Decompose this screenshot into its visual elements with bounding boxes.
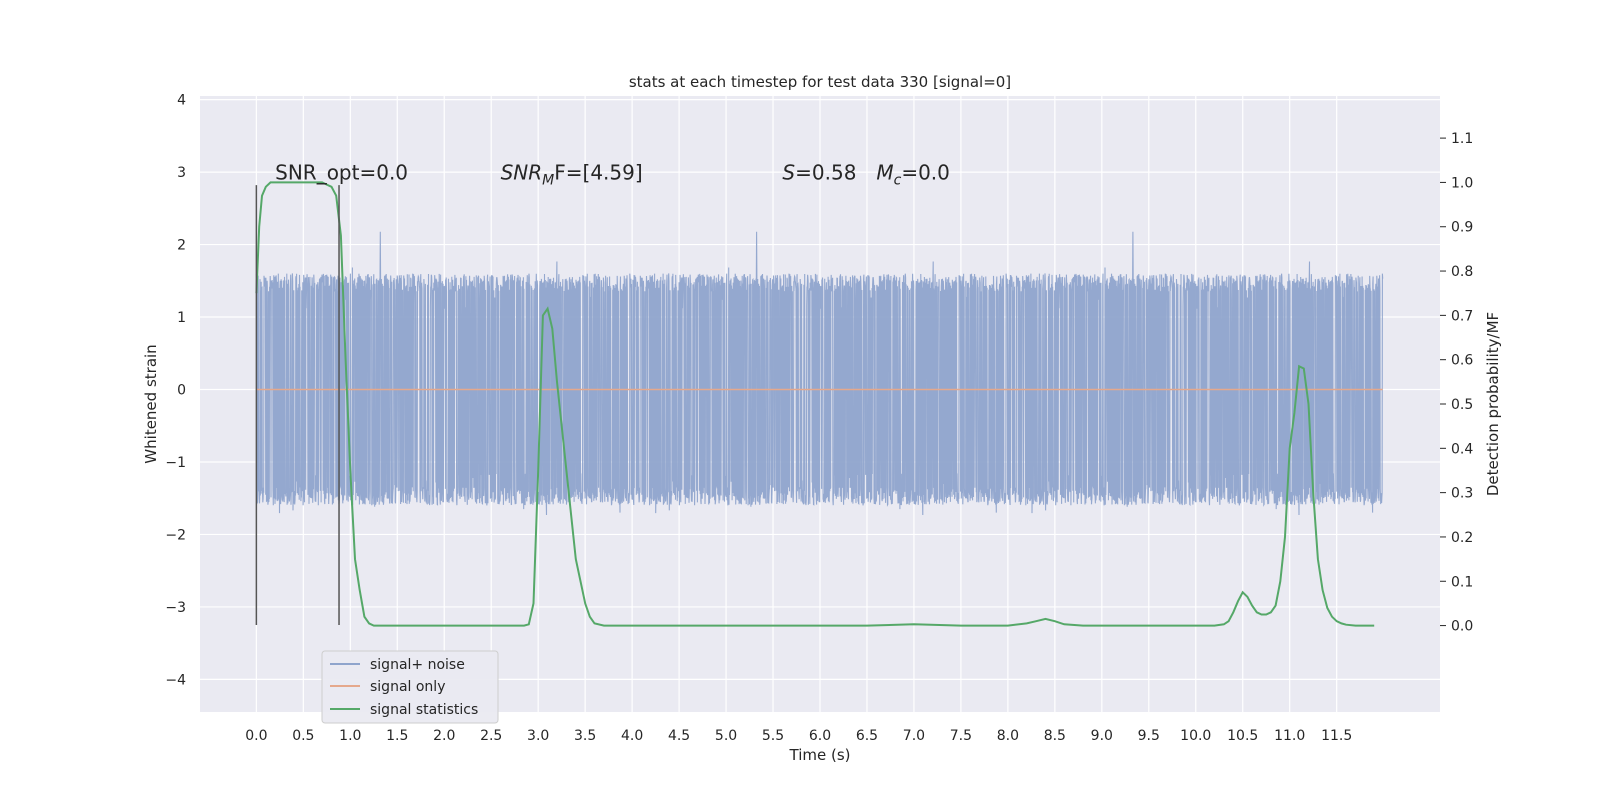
y2-tick-label: 0.2 [1451,530,1473,546]
annotation-snr-mf: SNRMF=[4.59] [501,160,643,188]
x-tick-label: 11.0 [1274,728,1305,744]
x-tick-label: 9.0 [1091,728,1113,744]
y2-tick-label: 0.9 [1451,220,1473,236]
signal-statistics-line [255,181,1375,627]
vertical-markers [255,185,340,626]
x-tick-label: 3.0 [527,728,549,744]
annotations: SNR_opt=0.0 SNRMF=[4.59] S=0.58 Mc=0.0 [275,160,950,188]
y-tick-label: −3 [165,600,186,616]
x-tick-label: 1.0 [339,728,361,744]
x-tick-label: 4.5 [668,728,690,744]
legend-label-signal-statistics: signal statistics [370,702,478,718]
chart-title: stats at each timestep for test data 330… [629,73,1011,91]
series-layer [255,181,1383,627]
x-axis-label: Time (s) [789,746,851,764]
y2-tick-label: 0.8 [1451,264,1473,280]
y-tick-label: 3 [177,165,186,181]
legend-label-signal-noise: signal+ noise [370,657,465,673]
legend: signal+ noise signal only signal statist… [321,650,499,724]
y-tick-label: 4 [177,93,186,109]
x-tick-label: 7.5 [950,728,972,744]
x-tick-label: 6.0 [809,728,831,744]
x-tick-label: 1.5 [386,728,408,744]
y-axis-label: Whitened strain [142,344,160,463]
y2-tick-label: 0.6 [1451,353,1473,369]
y2-axis-label: Detection probability/MF [1484,312,1502,496]
x-tick-label: 9.5 [1138,728,1160,744]
x-tick-label: 7.0 [903,728,925,744]
y-tick-label: −2 [165,527,186,543]
x-tick-label: 8.5 [1044,728,1066,744]
x-tick-label: 0.5 [292,728,314,744]
x-tick-label: 8.0 [997,728,1019,744]
x-tick-label: 2.5 [480,728,502,744]
y2-tick-label: 0.5 [1451,397,1473,413]
legend-box [321,650,499,724]
x-tick-label: 11.5 [1321,728,1352,744]
y2-tick-label: 0.0 [1451,619,1473,635]
x-tick-label: 2.0 [433,728,455,744]
x-tick-label: 3.5 [574,728,596,744]
legend-label-signal-only: signal only [370,679,445,695]
x-tick-label: 5.5 [762,728,784,744]
y2-tick-label: 0.7 [1451,308,1473,324]
x-tick-label: 10.0 [1180,728,1211,744]
y2-tick-label: 1.0 [1451,175,1473,191]
y-tick-label: 2 [177,238,186,254]
y2-tick-label: 0.1 [1451,574,1473,590]
y-tick-label: 1 [177,310,186,326]
tick-labels: 0.0 0.5 1.0 1.5 2.0 2.5 3.0 3.5 4.0 4.5 5.0 5.5 6.0 6… [165,93,1473,744]
annotation-s-value: S=0.58 [782,160,856,184]
y-tick-label: −1 [165,455,186,471]
noise-trace [255,231,1384,516]
x-tick-label: 6.5 [856,728,878,744]
y-tick-label: 0 [177,383,186,399]
y-tick-label: −4 [165,672,186,688]
annotation-snr-opt: SNR_opt=0.0 [275,160,408,184]
x-tick-label: 4.0 [621,728,643,744]
x-tick-label: 10.5 [1227,728,1258,744]
y2-tick-label: 0.4 [1451,441,1473,457]
y2-tick-label: 0.3 [1451,486,1473,502]
annotation-mc-value: Mc=0.0 [876,160,950,188]
series-signal-plus-noise [255,231,1384,516]
y2-tick-label: 1.1 [1451,131,1473,147]
x-tick-label: 0.0 [245,728,267,744]
x-tick-label: 5.0 [715,728,737,744]
